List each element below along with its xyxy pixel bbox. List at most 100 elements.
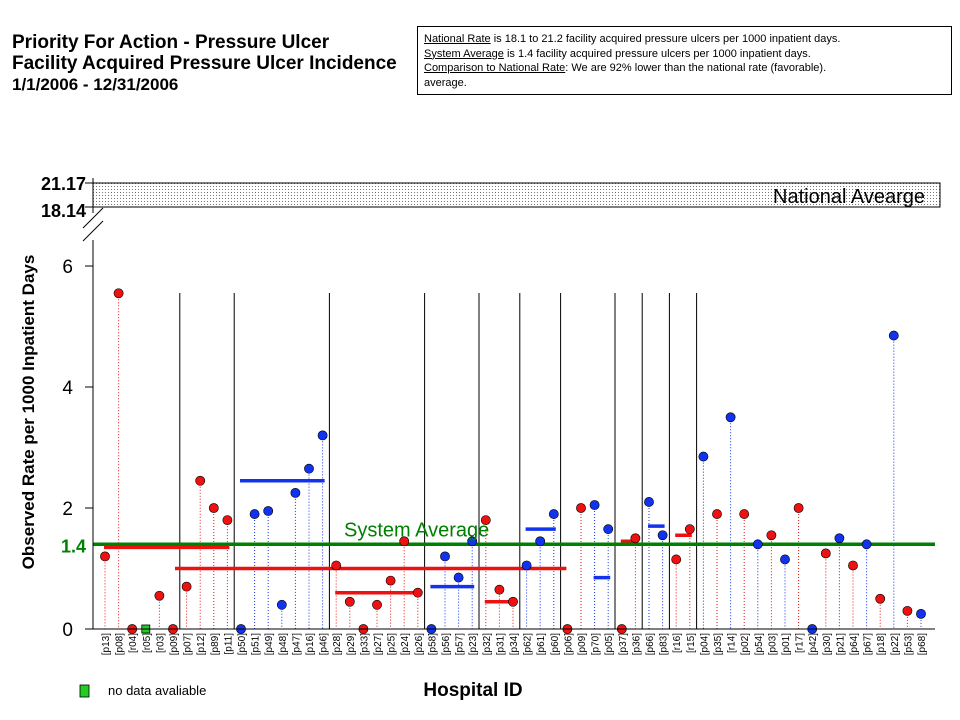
point-p51: [249, 509, 260, 519]
x-tick-label: [p09]: [577, 633, 588, 655]
x-tick-label: [p35]: [713, 633, 724, 655]
chart-title: Priority For Action - Pressure Ulcer: [12, 32, 330, 53]
point-p01: [780, 554, 790, 565]
x-tick-label: [p60]: [550, 633, 561, 655]
x-tick-label: [p58]: [427, 633, 438, 655]
point-p67: [861, 539, 872, 550]
y-tick-label: 4: [62, 378, 73, 399]
national-rate-label: National Rate: [424, 33, 491, 45]
point-p36: [630, 533, 641, 544]
x-tick-label: [p12]: [196, 633, 207, 655]
title-block: Priority For Action - Pressure Ulcer Fac…: [12, 32, 397, 95]
national-average-band: [92, 182, 941, 208]
x-tick-label: [p16]: [305, 633, 316, 655]
x-tick-label: [p36]: [631, 633, 642, 655]
x-tick-label: [p33]: [359, 633, 370, 655]
point-p30: [820, 548, 831, 559]
national-average-label: National Avearge: [773, 186, 925, 208]
legend-no-data-swatch: [79, 684, 90, 698]
point-p05: [603, 524, 614, 535]
point-p28: [331, 560, 342, 571]
axis-break-mark: [82, 220, 104, 242]
x-tick-label: [p29]: [346, 633, 357, 655]
national-rate-line: National Rate is 18.1 to 21.2 facility a…: [424, 32, 945, 47]
axis-break-mark: [82, 207, 104, 229]
x-tick-label: [p68]: [917, 633, 928, 655]
point-p31: [494, 584, 505, 595]
system-average-line: System Average is 1.4 facility acquired …: [424, 47, 945, 62]
y-tick-label: 0: [62, 620, 73, 641]
date-range: 1/1/2006 - 12/31/2006: [12, 75, 179, 94]
x-tick-label: [p09]: [169, 633, 180, 655]
x-tick-label: [r05]: [142, 633, 153, 653]
point-p07: [181, 581, 192, 592]
point-p56: [440, 551, 450, 562]
x-tick-label: [p25]: [387, 633, 398, 655]
point-p21: [834, 533, 845, 544]
x-tick-label: [p27]: [373, 633, 384, 655]
x-tick-label: [p11]: [223, 633, 234, 655]
x-tick-label: [p21]: [835, 633, 846, 655]
x-tick-label: [p53]: [903, 633, 914, 655]
point-r17: [793, 503, 804, 513]
point-p08: [113, 288, 124, 299]
point-r15: [684, 524, 695, 535]
point-p46: [317, 430, 328, 441]
system-average-label: System Average: [424, 47, 504, 60]
point-r03: [154, 590, 165, 601]
x-tick-label: [r14]: [727, 633, 738, 653]
x-tick-label: [p70]: [591, 633, 602, 655]
point-p60: [548, 509, 559, 519]
point-p66: [644, 497, 654, 507]
x-tick-label: [p46]: [319, 633, 330, 655]
x-tick-label: [p04]: [699, 633, 710, 655]
x-tick-label: [r04]: [128, 633, 139, 653]
x-tick-label: [p50]: [237, 633, 248, 655]
point-p47: [290, 487, 301, 498]
x-tick-label: [p37]: [618, 633, 629, 655]
x-tick-label: [p13]: [101, 633, 112, 655]
comparison-label: Comparison to National Rate: [424, 62, 566, 74]
x-axis-title: Hospital ID: [423, 680, 522, 701]
chart-subtitle: Facility Acquired Pressure Ulcer Inciden…: [12, 53, 397, 74]
point-p89: [208, 503, 219, 513]
x-tick-label: [p67]: [863, 633, 874, 655]
point-p18: [875, 593, 886, 604]
point-p32: [480, 515, 491, 525]
legend-no-data-label: no data avaliable: [108, 683, 206, 698]
point-p11: [222, 515, 233, 525]
extra-line: average.: [424, 76, 467, 89]
point-p48: [276, 599, 287, 610]
x-tick-label: [p28]: [332, 633, 343, 655]
system-average-tick-label: 1.4: [61, 536, 86, 556]
point-p23: [467, 536, 478, 547]
comparison-line: Comparison to National Rate: We are 92% …: [424, 61, 945, 76]
x-tick-label: [p83]: [659, 633, 670, 655]
x-tick-label: [p34]: [509, 633, 520, 655]
x-tick-label: [p66]: [645, 633, 656, 655]
point-p03: [766, 530, 777, 541]
point-p12: [195, 475, 206, 486]
point-p53: [902, 605, 913, 616]
system-average-text: is 1.4 facility acquired pressure ulcers…: [503, 47, 811, 60]
x-tick-label: [p05]: [604, 633, 615, 655]
x-tick-label: [p62]: [523, 633, 534, 655]
point-p83: [657, 530, 668, 541]
x-tick-label: [r17]: [795, 633, 806, 653]
x-tick-label: [p42]: [808, 633, 819, 655]
point-r16: [671, 554, 682, 565]
x-tick-label: [p03]: [767, 633, 778, 655]
point-p49: [263, 506, 274, 516]
x-tick-label: [p57]: [455, 633, 466, 655]
x-tick-label: [r15]: [686, 633, 697, 653]
point-p62: [521, 560, 532, 571]
point-r14: [725, 412, 736, 423]
comparison-text: : We are 92% lower than the national rat…: [565, 62, 827, 74]
x-tick-label: [p61]: [536, 633, 547, 655]
point-p04: [698, 451, 709, 462]
point-p25: [385, 575, 396, 586]
point-p27: [372, 599, 382, 610]
point-p22: [888, 330, 899, 341]
point-p02: [739, 509, 750, 519]
point-p29: [344, 596, 355, 607]
